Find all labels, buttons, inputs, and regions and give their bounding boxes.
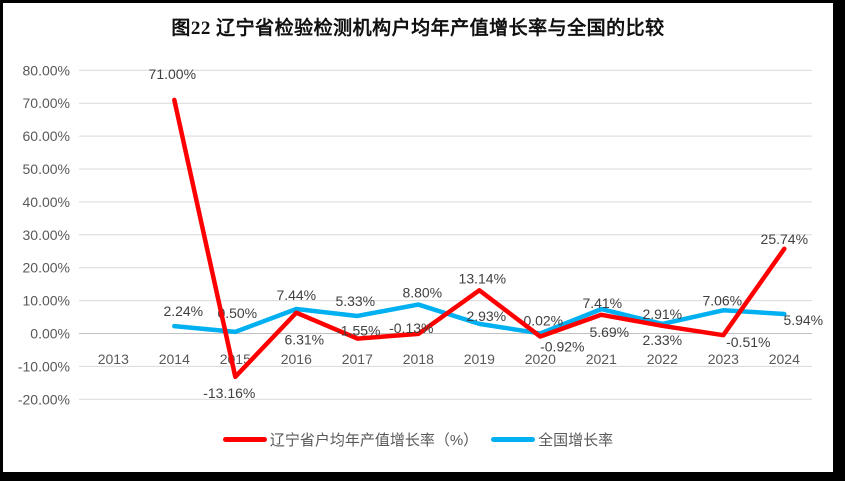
chart-title: 图22 辽宁省检验检测机构户均年产值增长率与全国的比较	[171, 18, 665, 39]
svg-text:8.80%: 8.80%	[402, 285, 442, 301]
svg-text:-1.55%: -1.55%	[336, 323, 380, 339]
svg-text:5.33%: 5.33%	[335, 293, 375, 309]
legend-line-swatch-red	[222, 437, 267, 442]
svg-text:13.14%: 13.14%	[459, 270, 506, 286]
svg-text:6.31%: 6.31%	[284, 332, 324, 348]
svg-text:2016: 2016	[281, 351, 312, 367]
svg-text:-0.13%: -0.13%	[389, 320, 433, 336]
legend-line-swatch-blue	[491, 437, 536, 442]
svg-text:2021: 2021	[586, 351, 617, 367]
svg-text:2.93%: 2.93%	[466, 308, 506, 324]
svg-text:80.00%: 80.00%	[23, 62, 70, 78]
svg-text:25.74%: 25.74%	[761, 231, 808, 247]
svg-text:2023: 2023	[708, 351, 739, 367]
svg-text:7.06%: 7.06%	[702, 292, 742, 308]
svg-text:0.50%: 0.50%	[217, 305, 257, 321]
svg-text:5.94%: 5.94%	[783, 312, 823, 328]
svg-text:7.44%: 7.44%	[276, 287, 316, 303]
svg-text:2020: 2020	[525, 351, 556, 367]
legend-item-national: 全国增长率	[491, 429, 613, 450]
legend-label-national: 全国增长率	[538, 432, 614, 449]
svg-text:10.00%: 10.00%	[23, 293, 70, 309]
svg-text:2.24%: 2.24%	[163, 303, 203, 319]
svg-text:0.00%: 0.00%	[30, 326, 70, 342]
svg-text:-0.92%: -0.92%	[540, 339, 584, 355]
chart-legend: 辽宁省户均年产值增长率（%） 全国增长率	[3, 429, 833, 450]
svg-text:-10.00%: -10.00%	[18, 358, 70, 374]
svg-text:2018: 2018	[403, 351, 434, 367]
svg-text:2013: 2013	[98, 351, 129, 367]
svg-text:2.91%: 2.91%	[642, 306, 682, 322]
svg-text:2017: 2017	[342, 351, 373, 367]
svg-text:2015: 2015	[220, 351, 251, 367]
svg-text:2022: 2022	[647, 351, 678, 367]
svg-text:2014: 2014	[159, 351, 190, 367]
legend-item-liaoning: 辽宁省户均年产值增长率（%）	[222, 429, 479, 450]
svg-text:0.02%: 0.02%	[523, 312, 563, 328]
svg-text:-20.00%: -20.00%	[18, 391, 70, 407]
svg-text:7.41%: 7.41%	[582, 295, 622, 311]
svg-text:60.00%: 60.00%	[23, 128, 70, 144]
svg-text:2024: 2024	[769, 351, 800, 367]
svg-text:70.00%: 70.00%	[23, 95, 70, 111]
legend-label-liaoning: 辽宁省户均年产值增长率（%）	[269, 432, 479, 449]
svg-text:20.00%: 20.00%	[23, 260, 70, 276]
svg-text:30.00%: 30.00%	[23, 227, 70, 243]
svg-text:2.33%: 2.33%	[642, 332, 682, 348]
svg-text:-13.16%: -13.16%	[203, 385, 255, 401]
svg-text:2019: 2019	[464, 351, 495, 367]
svg-text:5.69%: 5.69%	[589, 324, 629, 340]
svg-text:40.00%: 40.00%	[23, 194, 70, 210]
svg-text:71.00%: 71.00%	[149, 66, 196, 82]
svg-text:50.00%: 50.00%	[23, 161, 70, 177]
svg-text:-0.51%: -0.51%	[726, 334, 770, 350]
